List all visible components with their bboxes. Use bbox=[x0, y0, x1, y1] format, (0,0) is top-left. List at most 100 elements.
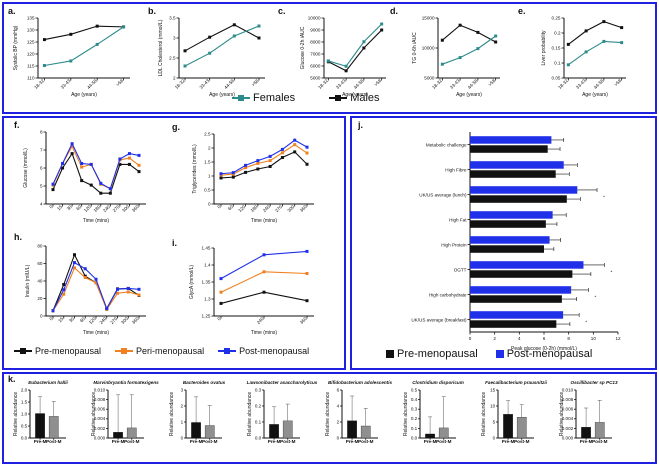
svg-text:120: 120 bbox=[88, 316, 97, 325]
svg-text:6: 6 bbox=[40, 166, 43, 171]
bar-pre bbox=[470, 195, 567, 203]
panel-label-g: g. bbox=[172, 122, 180, 132]
svg-text:0.05: 0.05 bbox=[552, 76, 561, 81]
series-peri-menopausal bbox=[52, 266, 140, 312]
svg-text:0.2: 0.2 bbox=[411, 416, 418, 421]
svg-text:Post-M: Post-M bbox=[514, 439, 529, 444]
series-peri-menopausal bbox=[220, 271, 308, 293]
panel-block-j: 0 2 4 6 8 10 12 Peak glucose (0-2h) (mmol/L) Met… bbox=[350, 116, 657, 370]
bar-pre bbox=[470, 320, 557, 328]
svg-text:360: 360 bbox=[299, 204, 308, 213]
panel-block-fghi: 4 5 6 7 8 0 15 30 60 120 180 240 270 300 360 Time (mins… bbox=[2, 116, 346, 370]
svg-text:60: 60 bbox=[227, 204, 234, 211]
svg-text:Pre-M: Pre-M bbox=[34, 439, 47, 444]
svg-text:12: 12 bbox=[615, 336, 621, 341]
svg-text:180: 180 bbox=[93, 204, 102, 213]
series-pre-menopausal bbox=[220, 151, 308, 179]
panel-a-group: 110 115 120 125 130 135 18-32 33-43 44-58 >58 Age … bbox=[13, 16, 130, 98]
panel-label-c: c. bbox=[278, 6, 286, 16]
panel-j-category-label: Metabolic challenge bbox=[426, 142, 467, 147]
svg-text:5000: 5000 bbox=[310, 76, 321, 81]
panel-k-bar bbox=[516, 417, 527, 439]
svg-text:Age (years): Age (years) bbox=[209, 92, 235, 98]
panel-k-subplot-title: Bifidobacterium adolescentis bbox=[328, 380, 393, 385]
svg-text:18-32: 18-32 bbox=[174, 78, 186, 90]
legend-panel-j: Pre-menopausal Post-menopausal bbox=[386, 348, 592, 360]
panel-k-bar bbox=[503, 414, 513, 439]
legend-swatch-j-post bbox=[495, 350, 504, 358]
svg-text:0: 0 bbox=[493, 435, 496, 440]
svg-text:Relative abundance: Relative abundance bbox=[481, 392, 487, 436]
panel-i-group: 1.25 1.3 1.35 1.4 1.45 0 240 360 Time (mins) Glyc… bbox=[189, 246, 314, 336]
panel-k-subplot: Bacteroides ovatus 0 1 2 3 Pre-M Post-M Relativ… bbox=[169, 380, 226, 444]
svg-text:Post-M: Post-M bbox=[280, 439, 295, 444]
svg-text:0: 0 bbox=[48, 316, 54, 322]
svg-text:0.1: 0.1 bbox=[411, 426, 418, 431]
bar-post bbox=[470, 161, 564, 169]
panel-k-subplot: Lawsonibacter asaccharolyticus 0.0 0.1 0.2 0… bbox=[247, 380, 318, 444]
svg-text:2: 2 bbox=[208, 146, 211, 151]
svg-text:1.5: 1.5 bbox=[21, 399, 28, 404]
svg-text:80: 80 bbox=[37, 244, 43, 249]
svg-text:0: 0 bbox=[337, 435, 340, 440]
panel-k-bar bbox=[282, 420, 293, 439]
svg-text:30: 30 bbox=[66, 204, 73, 211]
svg-text:2.0: 2.0 bbox=[21, 387, 28, 392]
panel-k-bar bbox=[126, 427, 137, 439]
svg-text:0: 0 bbox=[40, 314, 43, 319]
svg-text:15: 15 bbox=[56, 204, 63, 211]
svg-text:15: 15 bbox=[57, 316, 64, 323]
svg-text:0.008: 0.008 bbox=[94, 397, 106, 402]
svg-text:Post-M: Post-M bbox=[124, 439, 139, 444]
svg-text:5: 5 bbox=[493, 419, 496, 424]
svg-text:0.2: 0.2 bbox=[255, 403, 262, 408]
svg-text:Relative abundance: Relative abundance bbox=[13, 392, 19, 436]
svg-text:Relative abundance: Relative abundance bbox=[247, 392, 253, 436]
svg-text:Pre-M: Pre-M bbox=[502, 439, 515, 444]
panel-k-subplot-title: Lawsonibacter asaccharolyticus bbox=[247, 380, 318, 385]
svg-text:4: 4 bbox=[518, 336, 521, 341]
svg-text:0.0: 0.0 bbox=[411, 435, 418, 440]
svg-text:135: 135 bbox=[27, 16, 35, 21]
panel-label-b: b. bbox=[148, 6, 156, 16]
svg-text:110: 110 bbox=[27, 76, 35, 81]
panel-label-e: e. bbox=[518, 6, 526, 16]
svg-text:0.006: 0.006 bbox=[562, 407, 574, 412]
svg-text:Pre-M: Pre-M bbox=[424, 439, 437, 444]
panel-j-category-label: OGTT bbox=[454, 267, 467, 272]
svg-text:1.3: 1.3 bbox=[204, 297, 211, 302]
panel-k-subplot: Marvinbryantia formatexigens 0.000 0.002 0.… bbox=[91, 380, 159, 444]
panel-j-category-label: High carbohydrate bbox=[429, 292, 467, 297]
svg-text:Age (years): Age (years) bbox=[71, 92, 97, 98]
panel-k-bar bbox=[191, 422, 201, 439]
svg-text:33-43: 33-43 bbox=[60, 78, 72, 90]
svg-text:360: 360 bbox=[299, 316, 308, 325]
svg-text:270: 270 bbox=[274, 204, 283, 213]
svg-text:10000: 10000 bbox=[308, 16, 321, 21]
series-pre-menopausal bbox=[220, 291, 308, 304]
svg-text:125: 125 bbox=[27, 40, 35, 45]
panel-k-subplot-title: Oscillibacter sp PC13 bbox=[571, 380, 618, 385]
panel-k-bar bbox=[438, 427, 449, 439]
significance-marker: * bbox=[585, 320, 587, 325]
series-females bbox=[44, 26, 124, 67]
svg-text:>58: >58 bbox=[251, 78, 260, 87]
bar-post bbox=[470, 286, 572, 294]
legend-item-j-post: Post-menopausal bbox=[495, 348, 592, 360]
panel-j-group: 0 2 4 6 8 10 12 Peak glucose (0-2h) (mmol/L) Met… bbox=[411, 132, 621, 352]
svg-text:33-43: 33-43 bbox=[199, 78, 211, 90]
legend-label-pre: Pre-menopausal bbox=[35, 346, 102, 356]
svg-text:0.2: 0.2 bbox=[554, 31, 561, 36]
svg-text:1.35: 1.35 bbox=[202, 280, 211, 285]
svg-text:360: 360 bbox=[131, 204, 140, 213]
svg-text:Relative abundance: Relative abundance bbox=[403, 392, 409, 436]
svg-text:Age (years): Age (years) bbox=[582, 92, 608, 98]
panel-j-category-label: UK/US average (lunch) bbox=[419, 192, 467, 197]
svg-text:0.1: 0.1 bbox=[554, 61, 561, 66]
panel-k-subplot-title: Clostridium disporicum bbox=[412, 380, 464, 385]
svg-text:10: 10 bbox=[490, 403, 496, 408]
svg-text:1.45: 1.45 bbox=[202, 246, 211, 251]
bar-post bbox=[470, 261, 584, 269]
